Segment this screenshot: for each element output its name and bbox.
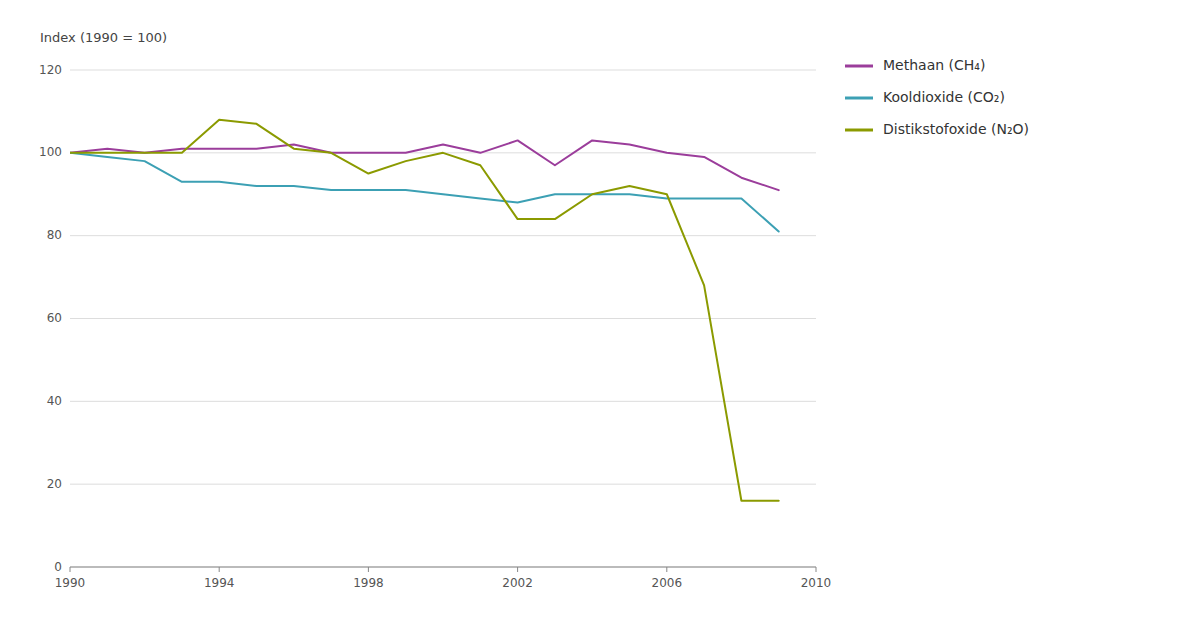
series-line	[70, 153, 779, 232]
y-tick-label: 40	[47, 394, 62, 408]
grid-line	[70, 318, 816, 319]
chart-container: 0 20 40 60 80 100 120 1990 1994 1998 2002 2006 2010 I…	[0, 0, 1200, 630]
x-tick-label: 1990	[55, 576, 86, 590]
x-tick	[368, 567, 369, 572]
y-tick-labels: 0 20 40 60 80 100 120	[39, 63, 62, 574]
legend-label: Methaan (CH₄)	[883, 57, 985, 73]
x-tick-label: 2002	[502, 576, 533, 590]
x-tick	[517, 567, 518, 572]
grid-line	[70, 567, 816, 568]
y-tick-label: 100	[39, 145, 62, 159]
legend-swatch	[845, 129, 873, 132]
y-tick-label: 20	[47, 477, 62, 491]
legend-swatch	[845, 65, 873, 68]
y-tick-label: 120	[39, 63, 62, 77]
x-tick	[219, 567, 220, 572]
grid-line	[70, 401, 816, 402]
grid-line	[70, 484, 816, 485]
x-tick-label: 1994	[204, 576, 235, 590]
series-line	[70, 140, 779, 190]
x-axis-line	[70, 567, 816, 568]
y-grid	[70, 70, 816, 567]
x-tick-label: 2010	[801, 576, 832, 590]
series-line	[70, 120, 779, 501]
chart-svg: 0 20 40 60 80 100 120 1990 1994 1998 2002 2006 2010 I…	[0, 0, 1200, 630]
y-tick-label: 60	[47, 311, 62, 325]
grid-line	[70, 70, 816, 71]
x-tick	[816, 567, 817, 572]
y-tick-label: 0	[54, 560, 62, 574]
y-tick-label: 80	[47, 228, 62, 242]
legend-label: Distikstofoxide (N₂O)	[883, 121, 1029, 137]
x-tick-label: 2006	[652, 576, 683, 590]
x-tick	[70, 567, 71, 572]
legend: Methaan (CH₄) Kooldioxide (CO₂) Distikstof…	[845, 57, 1029, 137]
x-ticks: 1990 1994 1998 2002 2006 2010	[55, 567, 832, 590]
legend-swatch	[845, 97, 873, 100]
x-tick	[666, 567, 667, 572]
grid-line	[70, 235, 816, 236]
legend-label: Kooldioxide (CO₂)	[883, 89, 1005, 105]
x-tick-label: 1998	[353, 576, 384, 590]
lines	[70, 120, 779, 501]
y-axis-label: Index (1990 = 100)	[40, 30, 167, 45]
